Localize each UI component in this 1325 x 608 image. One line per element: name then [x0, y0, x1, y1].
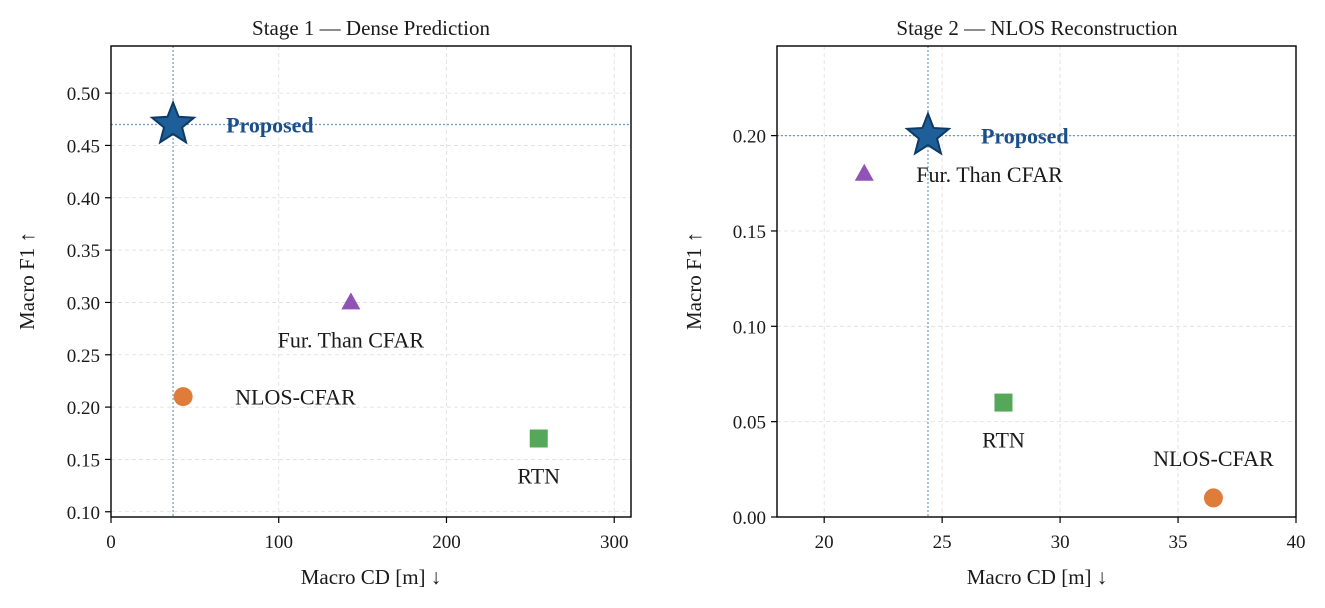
stage1-y-tick-label: 0.40	[67, 189, 100, 210]
stage2-point-fur-than-cfar-label: Fur. Than CFAR	[916, 162, 1063, 187]
stage2-point-fur-than-cfar	[854, 163, 874, 181]
stage2-x-tick-label: 35	[1169, 532, 1188, 553]
stage2-y-tick-label: 0.05	[733, 413, 766, 434]
stage1-point-proposed-label: Proposed	[226, 113, 314, 138]
stage1-x-tick-label: 300	[600, 532, 629, 553]
stage1-y-tick-label: 0.15	[67, 450, 100, 471]
stage2-point-proposed-label: Proposed	[981, 124, 1069, 149]
stage2-point-nlos-cfar	[1203, 488, 1223, 508]
stage1-y-tick-label: 0.10	[67, 503, 100, 524]
stage2-title: Stage 2 — NLOS Reconstruction	[896, 16, 1178, 40]
stage1-y-tick-label: 0.35	[67, 241, 100, 262]
stage2-panel: 20 25 30 35 40 0.00 0.05 0.10 0.15 0.20 Proposed Fu…	[682, 16, 1306, 589]
stage1-y-tick-label: 0.25	[67, 346, 100, 367]
stage1-point-rtn-label: RTN	[517, 464, 560, 489]
stage1-y-tick-label: 0.20	[67, 398, 100, 419]
stage1-x-axis-label: Macro CD [m] ↓	[301, 565, 442, 589]
stage2-y-axis-label: Macro F1 ↑	[682, 232, 706, 330]
stage1-x-tick-label: 0	[106, 532, 116, 553]
stage1-title: Stage 1 — Dense Prediction	[252, 16, 490, 40]
stage2-y-tick-label: 0.20	[733, 127, 766, 148]
stage1-y-tick-label: 0.50	[67, 84, 100, 105]
stage1-point-nlos-cfar-label: NLOS-CFAR	[235, 385, 356, 410]
stage2-point-rtn	[994, 393, 1013, 412]
stage2-point-rtn-label: RTN	[982, 428, 1025, 453]
stage1-plot-frame	[110, 45, 632, 518]
stage1-point-fur-than-cfar	[341, 292, 361, 310]
stage2-plot-frame	[776, 45, 1297, 518]
stage1-y-tick-label: 0.45	[67, 136, 100, 157]
stage1-x-tick-label: 100	[264, 532, 293, 553]
stage2-point-proposed	[904, 110, 952, 156]
stage1-point-nlos-cfar	[173, 387, 193, 407]
stage1-x-tick-label: 200	[432, 532, 461, 553]
stage2-x-tick-label: 20	[815, 532, 834, 553]
stage1-y-tick-label: 0.30	[67, 293, 100, 314]
stage2-x-axis-label: Macro CD [m] ↓	[967, 565, 1108, 589]
stage2-x-tick-label: 25	[933, 532, 952, 553]
stage1-point-rtn	[529, 429, 548, 448]
stage2-x-tick-label: 40	[1287, 532, 1306, 553]
stage2-y-tick-label: 0.10	[733, 317, 766, 338]
stage2-x-tick-label: 30	[1051, 532, 1070, 553]
stage1-point-fur-than-cfar-label: Fur. Than CFAR	[278, 327, 425, 352]
stage1-point-proposed	[149, 99, 197, 145]
stage1-panel: 0 100 200 300 0.10 0.15 0.20 0.25 0.30 0.35 0.40 0.…	[15, 16, 632, 589]
stage2-y-tick-label: 0.00	[733, 508, 766, 529]
stage2-point-nlos-cfar-label: NLOS-CFAR	[1153, 446, 1274, 471]
stage2-y-tick-label: 0.15	[733, 222, 766, 243]
stage1-y-axis-label: Macro F1 ↑	[15, 232, 39, 330]
